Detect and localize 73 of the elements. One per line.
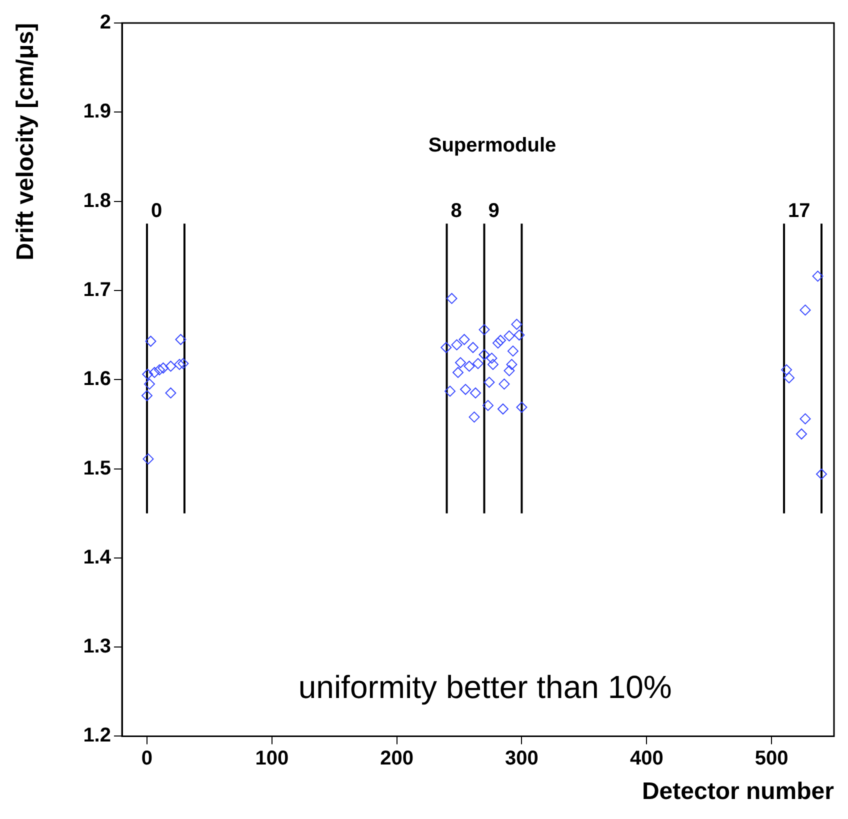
y-axis-title: Drift velocity [cm/μs] [12,23,40,260]
y-tick-label: 2 [100,12,111,34]
annotation: Supermodule [428,134,556,157]
point [444,386,456,397]
series-label: 0 [150,200,162,222]
point [154,364,165,376]
point [451,339,462,350]
point [504,330,515,342]
y-tick-label: 1.9 [83,100,111,123]
point [165,360,176,372]
annotation: uniformity better than 10% [298,669,672,706]
point [487,358,498,370]
point [458,334,470,345]
y-tick-label: 1.8 [83,190,111,212]
point [148,366,160,378]
point [494,334,506,346]
point [514,330,525,341]
point [504,365,515,376]
point [464,360,475,372]
point [482,400,494,411]
point [486,352,498,364]
y-tick-label: 1.7 [83,278,111,301]
y-tick-label: 1.5 [83,457,111,480]
point [468,342,479,354]
x-tick-label: 300 [505,748,538,770]
point [816,468,828,480]
point [144,378,155,390]
point [498,378,510,390]
y-tick-label: 1.3 [83,636,111,658]
x-tick-label: 400 [630,748,664,770]
point [784,372,795,384]
series-label: 17 [788,200,810,222]
point [511,318,522,330]
point [452,366,464,378]
point [165,387,176,398]
point [470,387,481,398]
point [455,357,466,368]
x-tick-label: 0 [141,748,153,770]
point [507,346,518,357]
point [484,376,495,388]
point [516,402,528,413]
point [175,334,186,345]
y-tick-label: 1.2 [83,724,111,747]
point [460,384,472,395]
series-label: 9 [488,200,500,222]
point [446,292,458,304]
y-tick-label: 1.6 [83,368,111,390]
point [492,338,504,349]
x-axis-title: Detector number [642,778,834,806]
y-tick-label: 1.4 [83,546,112,568]
point [800,304,811,316]
point [497,404,508,415]
point [812,270,824,282]
point [796,428,808,440]
point [440,342,452,354]
x-tick-label: 500 [754,748,788,770]
point [178,358,189,370]
point [478,324,490,336]
point [472,358,484,370]
point [506,358,518,370]
point [800,413,811,424]
point [141,390,152,402]
point [145,336,156,347]
point [142,368,154,380]
point [174,358,185,370]
point [158,362,169,374]
x-tick-label: 200 [380,748,414,770]
x-tick-label: 100 [255,748,289,770]
point [781,364,792,376]
point [478,349,490,360]
series-label: 8 [450,200,462,222]
point [142,453,154,464]
point [468,412,480,423]
